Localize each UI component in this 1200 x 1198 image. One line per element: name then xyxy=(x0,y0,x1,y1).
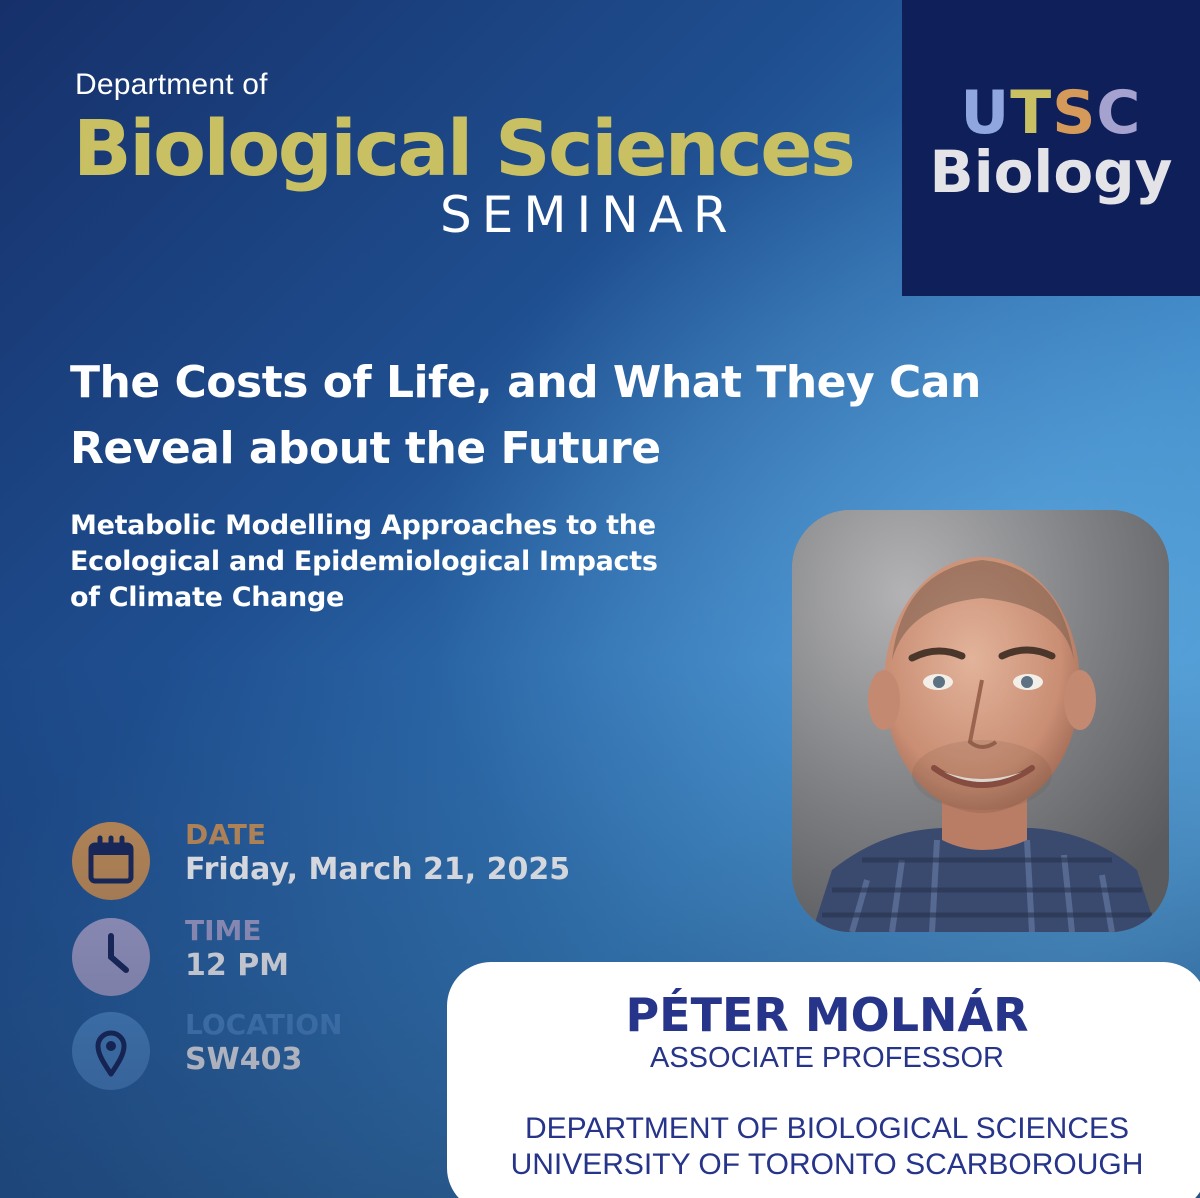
speaker-photo xyxy=(792,510,1169,932)
department-name: Biological Sciences xyxy=(73,105,856,194)
speaker-card: PÉTER MOLNÁR ASSOCIATE PROFESSOR DEPARTM… xyxy=(447,962,1200,1198)
talk-subtitle-line: of Climate Change xyxy=(70,582,345,613)
talk-title-line: Reveal about the Future xyxy=(70,423,661,474)
calendar-icon xyxy=(72,822,150,900)
talk-title-line: The Costs of Life, and What They Can xyxy=(70,357,981,408)
time-value: 12 PM xyxy=(185,948,290,983)
logo-letter: S xyxy=(1052,78,1097,148)
clock-icon xyxy=(72,918,150,996)
location-value: SW403 xyxy=(185,1042,303,1077)
location-pin-icon xyxy=(72,1012,150,1090)
utsc-biology-logo: UTSC Biology xyxy=(902,0,1200,296)
date-value: Friday, March 21, 2025 xyxy=(185,852,571,887)
logo-utsc-wordmark: UTSC xyxy=(902,78,1200,148)
logo-biology-wordmark: Biology xyxy=(929,138,1173,206)
department-prefix: Department of xyxy=(75,68,268,101)
speaker-role: ASSOCIATE PROFESSOR xyxy=(650,1042,1004,1074)
event-type: SEMINAR xyxy=(440,186,738,244)
speaker-university: UNIVERSITY OF TORONTO SCARBOROUGH xyxy=(510,1148,1144,1181)
speaker-name: PÉTER MOLNÁR xyxy=(625,988,1029,1042)
time-label: TIME xyxy=(185,914,262,947)
talk-subtitle-line: Ecological and Epidemiological Impacts xyxy=(70,546,658,577)
location-label: LOCATION xyxy=(185,1008,343,1041)
talk-subtitle: Metabolic Modelling Approaches to the Ec… xyxy=(70,508,790,616)
talk-title: The Costs of Life, and What They Can Rev… xyxy=(70,350,1130,482)
speaker-portrait-illustration xyxy=(792,510,1169,932)
logo-letter: C xyxy=(1096,78,1142,148)
date-label: DATE xyxy=(185,818,266,851)
logo-letter: T xyxy=(1010,78,1053,148)
talk-subtitle-line: Metabolic Modelling Approaches to the xyxy=(70,510,656,541)
speaker-department: DEPARTMENT OF BIOLOGICAL SCIENCES xyxy=(524,1112,1129,1145)
logo-letter: U xyxy=(960,78,1011,148)
